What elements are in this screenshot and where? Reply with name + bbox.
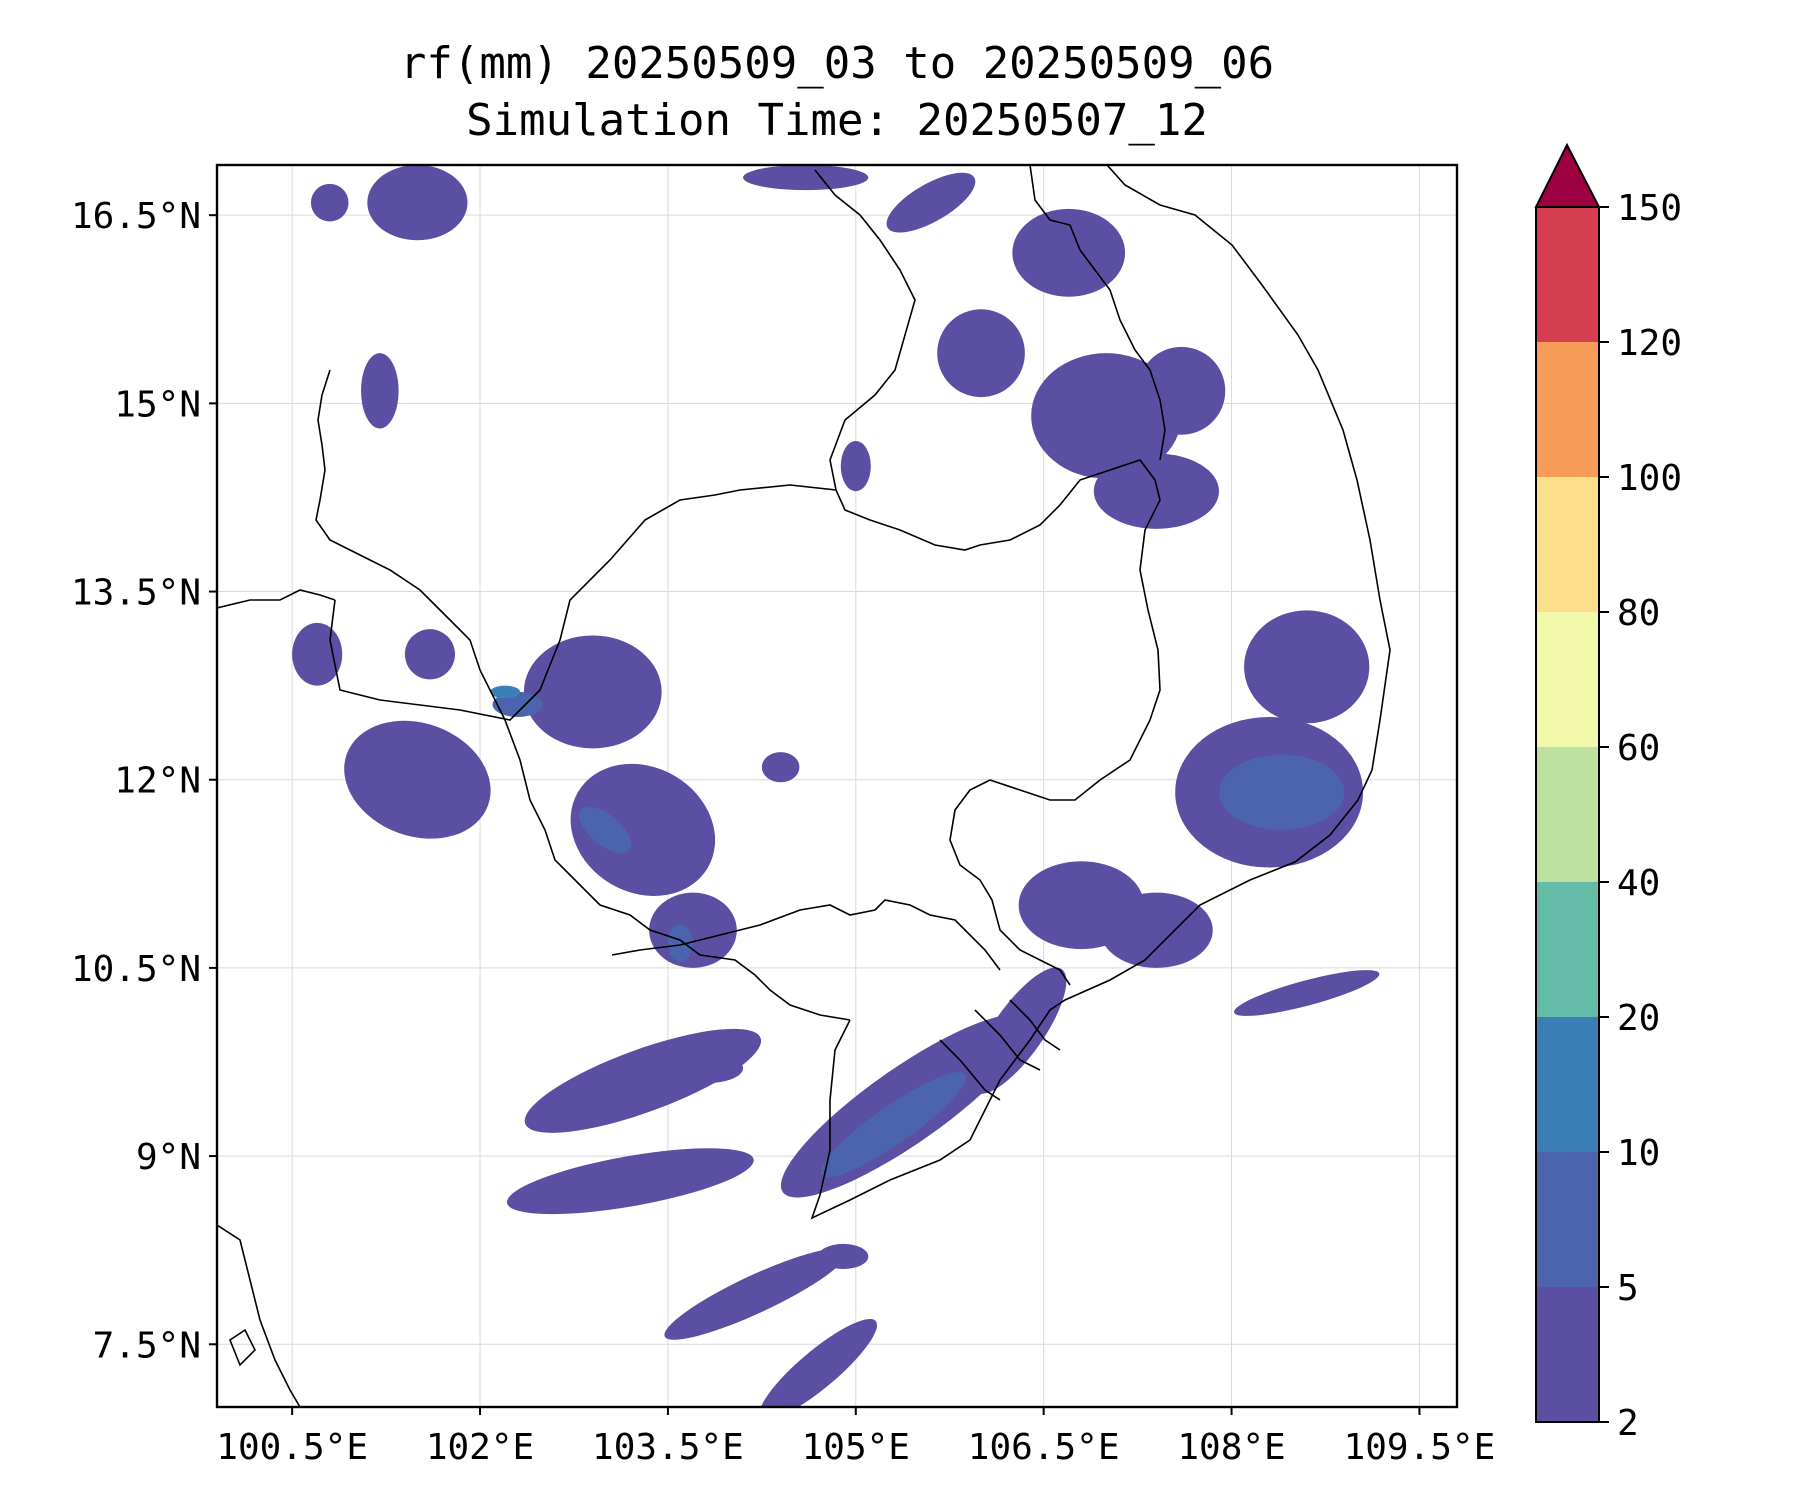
colorbar-segment [1536,1152,1599,1287]
colorbar-tick-label: 20 [1617,998,1660,1039]
rain-region-level-1 [1234,970,1380,1016]
colorbar-tick-label: 2 [1617,1403,1639,1444]
colorbar-extend-triangle [1534,142,1601,208]
rain-region-level-1 [1244,610,1370,724]
rain-region-level-1 [761,752,800,783]
map-panel: 100.5°E 102°E 103.5°E 105°E 106.5°E 108°E 109.… [71,163,1495,1468]
colorbar-tick-label: 120 [1617,323,1682,364]
colorbar-tick-label: 60 [1617,728,1660,769]
rain-region-level-1 [937,309,1025,398]
colorbar-frame [1535,206,1600,1423]
rain-region-level-1 [667,1053,744,1084]
chart-title: rf(mm) 20250509_03 to 20250509_06 [400,38,1274,89]
rain-region-level-1 [570,763,716,896]
x-axis-ticks: 100.5°E 102°E 103.5°E 105°E 106.5°E 108°E 109.… [216,1407,1495,1468]
mekong-delta-branch-2 [974,1009,1041,1071]
rain-region-level-1 [1093,453,1220,529]
rain-region-level-1 [292,622,343,686]
colorbar-segment [1536,207,1599,342]
rain-region-level-1 [1137,346,1226,435]
coastlines-and-borders [217,165,1391,1407]
border-cambodia-north [329,459,1161,986]
rain-region-level-1 [1100,892,1213,968]
y-tick-label: 10.5°N [71,949,201,990]
colorbar-segment [1536,747,1599,882]
colorbar-segment [1536,1287,1599,1422]
mekong-delta-branch-3 [1009,999,1061,1051]
colorbar-segment [1536,342,1599,477]
rain-region-level-1 [649,892,737,968]
colorbar-tick-label: 40 [1617,863,1660,904]
colorbar-tick-label: 100 [1617,458,1682,499]
rain-region-level-1 [367,165,468,241]
rainfall-contours [292,165,1380,1407]
colorbar-tick-label: 10 [1617,1133,1660,1174]
x-tick-label: 105°E [802,1427,910,1468]
x-tick-label: 102°E [426,1427,534,1468]
y-tick-label: 16.5°N [71,196,201,237]
rain-region-level-1 [361,353,399,429]
y-tick-label: 15°N [114,384,201,425]
colorbar-segment [1536,882,1599,1017]
rain-region-level-1 [970,967,1067,1094]
rain-region-level-1 [840,441,871,492]
rain-region-level-1 [759,1318,878,1407]
mekong-delta-branch-1 [939,1039,1001,1101]
colorbar-segment [1536,477,1599,612]
rain-region-level-1 [664,1248,847,1340]
map-frame [215,163,1459,1409]
rain-region-level-3 [490,685,521,699]
x-tick-label: 100.5°E [216,1427,368,1468]
x-tick-label: 103.5°E [592,1427,744,1468]
colorbar: 2 5 10 20 40 60 80 100 120 150 [1534,142,1682,1444]
coastline-gulf [315,369,851,1021]
rain-region-level-1 [1012,208,1126,297]
colorbar-tick-label: 150 [1617,188,1682,229]
rain-region-level-1 [404,629,455,680]
border-cambodia-south [611,899,1001,971]
border-laos-east [1029,165,1166,461]
colorbar-ticks: 2 5 10 20 40 60 80 100 120 150 [1599,188,1682,1444]
rain-region-level-2 [820,1072,966,1178]
coastline-island [229,1328,256,1367]
rain-region-level-1 [743,165,869,191]
coastline-east [810,165,1391,1220]
border-laos [814,169,916,491]
y-axis-ticks: 16.5°N 15°N 13.5°N 12°N 10.5°N 9°N 7.5°N [71,196,217,1366]
colorbar-segment [1536,612,1599,747]
rain-region-level-1 [818,1243,869,1270]
colorbar-tick-label: 80 [1617,593,1660,634]
border-thailand [217,589,336,609]
y-tick-label: 12°N [114,761,201,802]
y-tick-label: 13.5°N [71,573,201,614]
x-tick-label: 106.5°E [968,1427,1120,1468]
rain-region-level-2 [1219,754,1345,830]
chart-subtitle: Simulation Time: 20250507_12 [466,95,1208,146]
colorbar-segments [1536,207,1599,1422]
rain-region-level-2 [667,924,693,962]
rain-region-level-1 [506,1148,754,1215]
y-tick-label: 7.5°N [93,1325,201,1366]
rain-region-level-1 [523,635,662,749]
rain-region-level-2 [579,806,632,854]
x-tick-label: 108°E [1177,1427,1285,1468]
rain-region-level-1 [344,720,491,839]
colorbar-tick-label: 5 [1617,1268,1639,1309]
rain-region-level-1 [886,172,976,233]
colorbar-segment [1536,1017,1599,1152]
y-tick-label: 9°N [136,1137,201,1178]
rain-region-level-1 [310,183,349,222]
coastline-southwest [217,1224,301,1407]
x-tick-label: 109.5°E [1344,1427,1496,1468]
